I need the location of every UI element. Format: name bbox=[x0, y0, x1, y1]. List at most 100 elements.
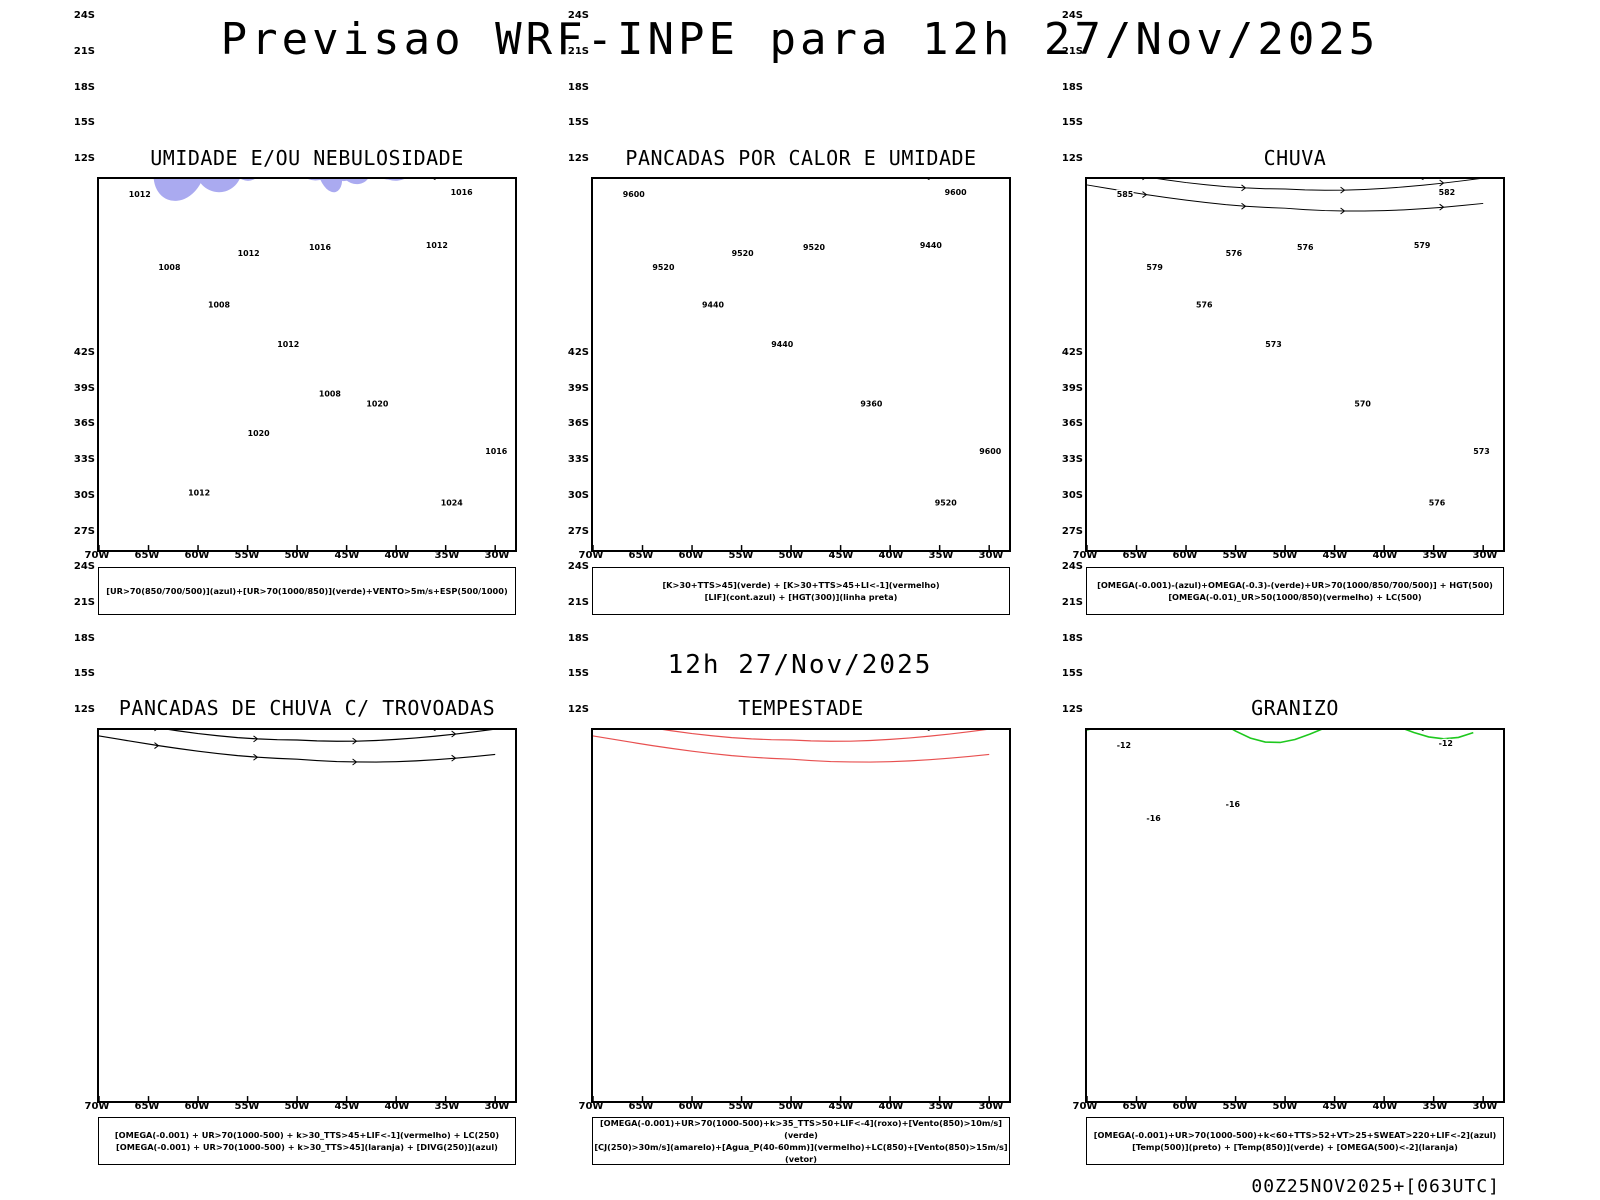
longitude-label: 55W bbox=[234, 550, 260, 561]
longitude-label: 40W bbox=[1372, 1101, 1398, 1112]
latitude-label: 21S bbox=[73, 46, 95, 57]
longitude-label: 45W bbox=[334, 1101, 360, 1112]
valid-time-title: 12h 27/Nov/2025 bbox=[667, 650, 933, 680]
latitude-label: 27S bbox=[1061, 525, 1083, 537]
longitude-label: 45W bbox=[1322, 550, 1348, 561]
longitude-label: 70W bbox=[578, 1101, 604, 1112]
latitude-label: 42S bbox=[73, 347, 95, 358]
latitude-label: 30S bbox=[73, 489, 95, 501]
legend-line: [UR>70(850/700/500)](azul)+[UR>70(1000/8… bbox=[106, 586, 508, 596]
contour-label: 9520 bbox=[935, 498, 958, 507]
longitude-label: 70W bbox=[84, 1101, 110, 1112]
contour-label: -12 bbox=[1117, 741, 1131, 750]
latitude-label: 36S bbox=[1061, 418, 1083, 430]
longitude-label: 50W bbox=[1272, 1101, 1298, 1112]
latitude-label: 30S bbox=[567, 489, 589, 501]
latitude-label: 12S bbox=[73, 704, 95, 716]
longitude-label: 30W bbox=[484, 550, 510, 561]
longitude-label: 40W bbox=[384, 1101, 410, 1112]
contour-label: 573 bbox=[1265, 340, 1282, 349]
longitude-label: 55W bbox=[1222, 1101, 1248, 1112]
contour-label: 1012 bbox=[188, 489, 210, 498]
latitude-label: 24S bbox=[1061, 10, 1083, 22]
latitude-label: 18S bbox=[73, 632, 95, 644]
longitude-label: 65W bbox=[1122, 550, 1148, 561]
longitude-label: 35W bbox=[434, 1101, 460, 1112]
latitude-label: 15S bbox=[73, 668, 95, 680]
latitude-label: 33S bbox=[567, 454, 589, 466]
panel-title: PANCADAS POR CALOR E UMIDADE bbox=[625, 146, 977, 170]
contour-label: 9520 bbox=[652, 263, 675, 272]
humidity-midlevel-shading bbox=[152, 179, 419, 201]
longitude-label: 40W bbox=[384, 550, 410, 561]
latitude-label: 15S bbox=[567, 668, 589, 680]
legend-line: [CJ(250)>30m/s](amarelo)+[Agua_P(40-60mm… bbox=[594, 1142, 1008, 1164]
latitude-label: 12S bbox=[567, 704, 589, 716]
longitude-label: 40W bbox=[878, 550, 904, 561]
hgt500-contours bbox=[1087, 179, 1484, 215]
contour-label: 9600 bbox=[979, 447, 1002, 456]
contour-label: 1016 bbox=[485, 447, 508, 456]
longitude-label: 45W bbox=[1322, 1101, 1348, 1112]
legend-line: [OMEGA(-0.001) + UR>70(1000-500) + k>30_… bbox=[114, 1130, 500, 1140]
longitude-label: 30W bbox=[484, 1101, 510, 1112]
longitude-label: 30W bbox=[1472, 1101, 1498, 1112]
contour-label: 573 bbox=[1473, 447, 1490, 456]
contour-label: 582 bbox=[1439, 188, 1456, 197]
contour-label: 9440 bbox=[702, 301, 725, 310]
panel-title: UMIDADE E/OU NEBULOSIDADE bbox=[150, 146, 464, 170]
contour-label: 579 bbox=[1146, 263, 1163, 272]
latitude-label: 39S bbox=[567, 382, 589, 394]
longitude-label: 70W bbox=[578, 550, 604, 561]
longitude-label: 35W bbox=[1422, 1101, 1448, 1112]
longitude-label: 50W bbox=[284, 1101, 310, 1112]
contour-label: 9520 bbox=[732, 249, 755, 258]
latitude-label: 24S bbox=[567, 561, 589, 573]
latitude-label: 27S bbox=[567, 525, 589, 537]
latitude-label: 21S bbox=[567, 46, 589, 57]
contour-label: 9520 bbox=[803, 243, 826, 252]
latitude-label: 12S bbox=[567, 153, 589, 165]
longitude-label: 65W bbox=[1122, 1101, 1148, 1112]
longitude-label: 65W bbox=[134, 1101, 160, 1112]
forecast-map: -12 -12 -16 -16 bbox=[1085, 728, 1505, 1103]
latitude-label: 12S bbox=[1061, 153, 1083, 165]
latitude-label: 21S bbox=[567, 597, 589, 608]
longitude-label: 45W bbox=[828, 550, 854, 561]
contour-label: 576 bbox=[1429, 498, 1446, 507]
legend-line: [OMEGA(-0.001)-(azul)+OMEGA(-0.3)-(verde… bbox=[1097, 580, 1493, 590]
longitude-label: 55W bbox=[728, 550, 754, 561]
latitude-label: 15S bbox=[567, 117, 589, 129]
latitude-label: 12S bbox=[73, 153, 95, 165]
latitude-label: 36S bbox=[567, 418, 589, 430]
panel-title: GRANIZO bbox=[1251, 696, 1339, 720]
latitude-label: 42S bbox=[567, 347, 589, 358]
longitude-label: 60W bbox=[678, 550, 704, 561]
longitude-label: 45W bbox=[334, 550, 360, 561]
forecast-map bbox=[97, 728, 517, 1103]
legend-line: [K>30+TTS>45](verde) + [K>30+TTS>45+LI<-… bbox=[662, 580, 940, 590]
latitude-label: 15S bbox=[1061, 668, 1083, 680]
panel-legend: [OMEGA(-0.001)+UR>70(1000-500)+k<60+TTS>… bbox=[1086, 1117, 1504, 1165]
latitude-label: 12S bbox=[1061, 704, 1083, 716]
latitude-label: 24S bbox=[73, 10, 95, 22]
panel-title: CHUVA bbox=[1263, 146, 1327, 170]
longitude-label: 60W bbox=[678, 1101, 704, 1112]
contour-label: 1012 bbox=[277, 340, 299, 349]
panel-legend: [K>30+TTS>45](verde) + [K>30+TTS>45+LI<-… bbox=[592, 567, 1010, 615]
panel-legend: [OMEGA(-0.001)-(azul)+OMEGA(-0.3)-(verde… bbox=[1086, 567, 1504, 615]
main-title: Previsao WRF-INPE para 12h 27/Nov/2025 bbox=[220, 14, 1380, 65]
longitude-label: 55W bbox=[1222, 550, 1248, 561]
contour-label: 1016 bbox=[451, 188, 474, 197]
contour-label: 579 bbox=[1414, 241, 1431, 250]
contour-label: 9600 bbox=[623, 190, 646, 199]
contour-label: 585 bbox=[1117, 190, 1134, 199]
contour-label: 1012 bbox=[426, 241, 448, 250]
latitude-label: 21S bbox=[73, 597, 95, 608]
forecast-map: 1012 1016 1008 1012 1016 1012 1008 1012 1020 1016… bbox=[97, 177, 517, 552]
longitude-label: 60W bbox=[184, 1101, 210, 1112]
longitude-label: 50W bbox=[284, 550, 310, 561]
contour-labels: 1012 1016 1008 1012 1016 1012 1008 1012 1020 1016… bbox=[127, 187, 509, 509]
latitude-label: 15S bbox=[1061, 117, 1083, 129]
panel-title: TEMPESTADE bbox=[738, 696, 864, 720]
